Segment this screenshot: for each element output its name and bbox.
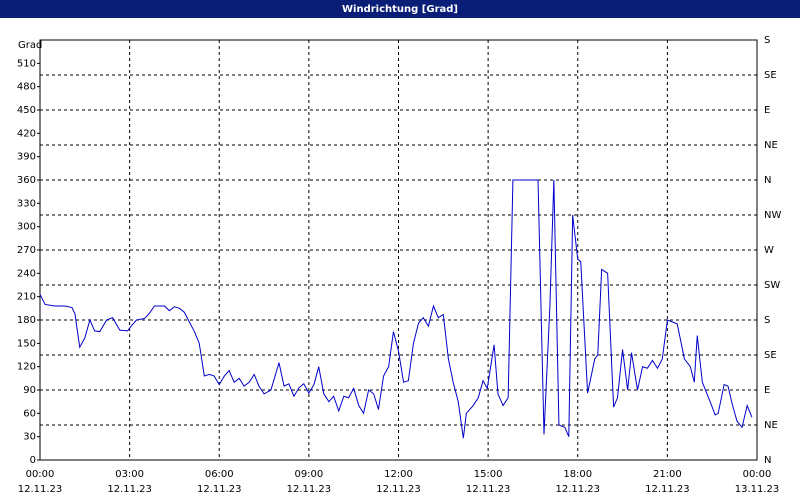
y2-tick-label: S bbox=[764, 35, 770, 46]
y-tick-label: 30 bbox=[23, 432, 36, 443]
y2-tick-label: E bbox=[764, 385, 770, 396]
y2-tick-label: E bbox=[764, 105, 770, 116]
y-tick-label: 90 bbox=[23, 385, 36, 396]
y-tick-label: 480 bbox=[17, 82, 36, 93]
x-tick-label: 06:00 bbox=[205, 469, 234, 480]
y-tick-label: 420 bbox=[17, 128, 36, 139]
x-tick-date: 12.11.23 bbox=[466, 484, 511, 495]
x-tick-date: 12.11.23 bbox=[287, 484, 332, 495]
x-tick-date: 12.11.23 bbox=[107, 484, 152, 495]
x-tick-label: 15:00 bbox=[474, 469, 503, 480]
title-bar bbox=[0, 0, 800, 18]
y2-tick-label: W bbox=[764, 245, 774, 256]
y2-tick-label: SE bbox=[764, 350, 777, 361]
y2-tick-label: NE bbox=[764, 140, 778, 151]
y2-tick-label: S bbox=[764, 315, 770, 326]
y2-tick-label: SE bbox=[764, 70, 777, 81]
y2-tick-label: NE bbox=[764, 420, 778, 431]
x-tick-label: 00:00 bbox=[26, 469, 55, 480]
y-tick-label: 300 bbox=[17, 222, 36, 233]
y-tick-label: 240 bbox=[17, 268, 36, 279]
y2-tick-label: NW bbox=[764, 210, 781, 221]
y-tick-label: 270 bbox=[17, 245, 36, 256]
y-tick-label: 210 bbox=[17, 292, 36, 303]
x-tick-label: 03:00 bbox=[115, 469, 144, 480]
y-tick-label: 450 bbox=[17, 105, 36, 116]
y-tick-label: 180 bbox=[17, 315, 36, 326]
chart-title: Windrichtung [Grad] bbox=[342, 4, 458, 15]
x-tick-label: 21:00 bbox=[653, 469, 682, 480]
x-tick-date: 12.11.23 bbox=[555, 484, 600, 495]
x-tick-label: 00:00 bbox=[743, 469, 772, 480]
y-tick-label: 330 bbox=[17, 198, 36, 209]
y-tick-label: 360 bbox=[17, 175, 36, 186]
y-tick-label: 0 bbox=[30, 455, 36, 466]
y-tick-label: 150 bbox=[17, 338, 36, 349]
y-axis-label: Grad bbox=[18, 40, 42, 51]
x-tick-date: 12.11.23 bbox=[197, 484, 242, 495]
x-tick-date: 12.11.23 bbox=[645, 484, 690, 495]
x-tick-label: 18:00 bbox=[563, 469, 592, 480]
x-tick-date: 12.11.23 bbox=[18, 484, 63, 495]
y2-tick-label: N bbox=[764, 455, 771, 466]
x-tick-date: 12.11.23 bbox=[376, 484, 421, 495]
data-line bbox=[39, 179, 753, 439]
x-tick-label: 09:00 bbox=[294, 469, 323, 480]
x-tick-label: 12:00 bbox=[384, 469, 413, 480]
y2-tick-label: SW bbox=[764, 280, 780, 291]
y-tick-label: 390 bbox=[17, 152, 36, 163]
y-tick-label: 120 bbox=[17, 362, 36, 373]
y-tick-label: 510 bbox=[17, 58, 36, 69]
x-tick-date: 13.11.23 bbox=[735, 484, 780, 495]
y-tick-label: 60 bbox=[23, 408, 36, 419]
y2-tick-label: N bbox=[764, 175, 771, 186]
